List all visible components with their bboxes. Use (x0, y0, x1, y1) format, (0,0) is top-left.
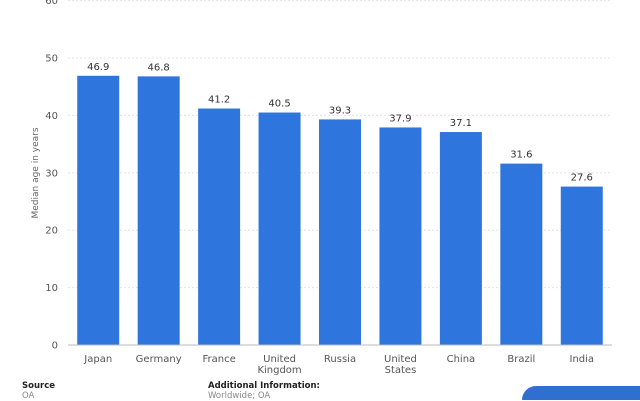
data-label: 39.3 (329, 105, 351, 116)
bar[interactable] (439, 132, 482, 345)
footer-source: Source OA (22, 381, 55, 401)
x-tick-label: Germany (136, 354, 182, 365)
bar[interactable] (319, 119, 361, 345)
y-tick-label: 20 (45, 226, 58, 237)
x-tick-label: United States (384, 354, 417, 376)
data-label: 37.1 (450, 118, 472, 129)
x-tick-label: Brazil (507, 354, 535, 365)
data-label: 46.9 (87, 62, 109, 73)
x-tick-label: United Kingdom (257, 354, 301, 376)
y-axis-ticks: 0 10 20 30 40 50 60 (45, 0, 58, 352)
bar[interactable] (137, 76, 180, 346)
y-tick-label: 60 (45, 0, 58, 7)
x-tick-label: India (570, 354, 595, 365)
bar[interactable] (379, 127, 422, 345)
bar[interactable] (500, 163, 543, 345)
y-tick-label: 50 (45, 54, 58, 65)
scroll-tab[interactable] (522, 386, 640, 400)
x-tick-label: China (447, 354, 476, 365)
y-tick-label: 40 (45, 111, 58, 122)
data-label: 40.5 (268, 99, 290, 110)
x-tick-label: France (202, 354, 235, 365)
x-tick-label: Japan (83, 354, 112, 365)
x-tick-label: Russia (324, 354, 356, 365)
x-axis-labels: Japan Germany France United Kingdom Russia Uni… (83, 354, 594, 376)
info-value: Worldwide; OA (208, 391, 271, 401)
bar[interactable] (560, 186, 603, 345)
y-tick-label: 10 (45, 283, 58, 294)
data-label: 27.6 (571, 173, 593, 184)
y-axis-title: Median age in years (31, 127, 41, 218)
info-heading: Additional Information: (208, 381, 320, 391)
bar[interactable] (198, 108, 241, 346)
bar[interactable] (258, 112, 301, 345)
footer-additional-info: Additional Information: Worldwide; OA (208, 381, 320, 401)
y-tick-label: 0 (52, 341, 58, 352)
data-label: 41.2 (208, 95, 230, 106)
source-heading: Source (22, 381, 56, 391)
source-value: OA (22, 391, 35, 401)
data-labels: 46.9 46.8 41.2 40.5 39.3 37.9 37.1 31.6 27.6 (87, 62, 593, 184)
bar[interactable] (77, 75, 120, 345)
data-label: 31.6 (510, 150, 532, 161)
bars (77, 75, 603, 346)
data-label: 46.8 (148, 62, 170, 73)
y-tick-label: 30 (45, 168, 58, 179)
data-label: 37.9 (389, 113, 411, 124)
